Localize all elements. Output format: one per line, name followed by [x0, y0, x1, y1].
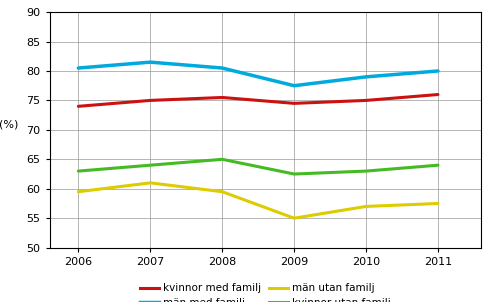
Legend: kvinnor med familj, män med familj, män utan familj, kvinnor utan familj: kvinnor med familj, män med familj, män … [140, 284, 391, 302]
Y-axis label: (%): (%) [0, 120, 18, 130]
